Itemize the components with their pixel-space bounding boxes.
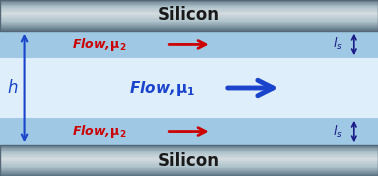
Bar [0, 31, 378, 58]
Bar [0, 5, 378, 6]
Bar [0, 153, 378, 154]
Bar [0, 150, 378, 151]
Bar [0, 18, 378, 19]
Bar [0, 159, 378, 160]
Bar [0, 20, 378, 21]
Bar [0, 17, 378, 18]
Bar [0, 22, 378, 23]
Bar [0, 145, 378, 146]
Bar [0, 170, 378, 171]
Bar [0, 153, 378, 155]
Text: Flow,$\mathbf{\mu_1}$: Flow,$\mathbf{\mu_1}$ [129, 78, 195, 98]
Bar [0, 24, 378, 25]
Bar [0, 12, 378, 13]
Bar [0, 19, 378, 20]
Bar [0, 155, 378, 156]
Bar [0, 16, 378, 17]
Bar [0, 14, 378, 15]
Bar [0, 173, 378, 174]
Bar [0, 0, 378, 31]
Bar [0, 4, 378, 5]
Bar [0, 166, 378, 168]
Bar [0, 9, 378, 10]
Bar [0, 4, 378, 5]
Bar [0, 10, 378, 11]
Bar [0, 171, 378, 172]
Bar [0, 158, 378, 159]
Bar [0, 172, 378, 173]
Bar [0, 11, 378, 12]
Bar [0, 21, 378, 22]
Bar [0, 28, 378, 29]
Bar [0, 26, 378, 27]
Bar [0, 29, 378, 30]
Bar [0, 6, 378, 7]
Text: Silicon: Silicon [158, 6, 220, 24]
Bar [0, 58, 378, 118]
Bar [0, 23, 378, 24]
Bar [0, 14, 378, 15]
Bar [0, 7, 378, 8]
Bar [0, 151, 378, 152]
Bar [0, 157, 378, 158]
Bar [0, 3, 378, 4]
Bar [0, 154, 378, 155]
Bar [0, 168, 378, 169]
Bar [0, 145, 378, 176]
Text: Flow,$\mathbf{\mu_2}$: Flow,$\mathbf{\mu_2}$ [72, 36, 126, 53]
Bar [0, 175, 378, 176]
Bar [0, 1, 378, 2]
Bar [0, 152, 378, 153]
Text: $\mathit{l}_\mathit{s}$: $\mathit{l}_\mathit{s}$ [333, 36, 343, 52]
Bar [0, 15, 378, 16]
Text: $\mathit{h}$: $\mathit{h}$ [7, 79, 18, 97]
Bar [0, 148, 378, 149]
Bar [0, 156, 378, 157]
Bar [0, 30, 378, 31]
Bar [0, 118, 378, 145]
Bar [0, 31, 378, 145]
Bar [0, 13, 378, 14]
Bar [0, 167, 378, 168]
Text: $\mathit{l}_\mathit{s}$: $\mathit{l}_\mathit{s}$ [333, 124, 343, 140]
Bar [0, 170, 378, 171]
Bar [0, 0, 378, 1]
Bar [0, 162, 378, 163]
Bar [0, 147, 378, 148]
Bar [0, 11, 378, 12]
Text: Silicon: Silicon [158, 152, 220, 170]
Bar [0, 164, 378, 165]
Text: Flow,$\mathbf{\mu_2}$: Flow,$\mathbf{\mu_2}$ [72, 123, 126, 140]
Bar [0, 174, 378, 175]
Bar [0, 28, 378, 29]
Bar [0, 24, 378, 25]
Bar [0, 161, 378, 162]
Bar [0, 169, 378, 170]
Bar [0, 150, 378, 151]
Bar [0, 166, 378, 167]
Bar [0, 8, 378, 9]
Bar [0, 146, 378, 147]
Bar [0, 1, 378, 2]
Bar [0, 163, 378, 164]
Bar [0, 160, 378, 161]
Bar [0, 149, 378, 150]
Bar [0, 157, 378, 158]
Bar [0, 2, 378, 3]
Bar [0, 27, 378, 28]
Bar [0, 165, 378, 166]
Bar [0, 25, 378, 26]
